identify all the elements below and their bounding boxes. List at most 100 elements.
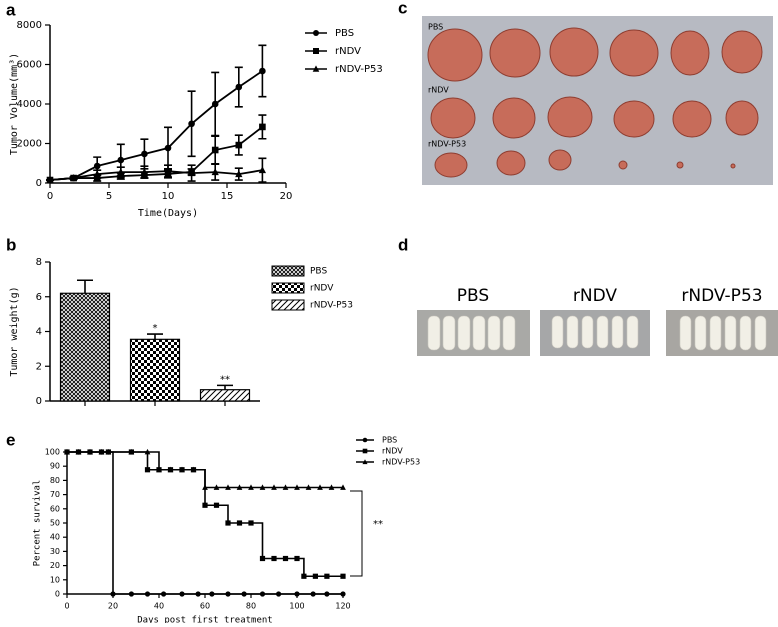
bar xyxy=(59,292,111,402)
y-tick-label: 4000 xyxy=(17,99,42,110)
marker xyxy=(235,83,243,91)
significance-label: ** xyxy=(373,519,383,530)
marker xyxy=(140,168,149,176)
marker xyxy=(167,466,174,473)
y-tick-label: 10 xyxy=(50,575,60,584)
marker xyxy=(211,146,219,154)
marker xyxy=(236,520,243,526)
bar xyxy=(199,389,251,402)
error-bar xyxy=(217,384,233,390)
marker xyxy=(209,591,215,597)
x-axis-label: Days post first treatment xyxy=(137,616,272,624)
y-tick-label: 30 xyxy=(50,547,60,556)
marker xyxy=(282,484,289,490)
marker xyxy=(117,156,125,164)
y-tick-label: 4 xyxy=(36,327,42,338)
panel-letter: c xyxy=(398,0,407,17)
panel-letter: e xyxy=(6,430,15,449)
marker xyxy=(317,484,323,490)
photo-label: rNDV xyxy=(428,86,449,95)
marker xyxy=(202,502,208,508)
legend-label: rNDV xyxy=(310,284,334,294)
marker xyxy=(64,448,70,455)
marker xyxy=(110,591,116,597)
marker xyxy=(179,591,185,597)
legend-marker xyxy=(313,48,319,54)
marker xyxy=(241,591,247,597)
photo-label: PBS xyxy=(457,286,489,306)
marker xyxy=(213,502,220,508)
marker xyxy=(211,100,219,108)
y-tick-label: 6 xyxy=(36,292,42,303)
marker xyxy=(144,467,151,473)
marker xyxy=(235,141,243,149)
legend-swatch xyxy=(271,265,305,277)
x-tick-label: 10 xyxy=(162,191,175,202)
y-axis-label: Tumor Volume(mm³) xyxy=(9,53,20,155)
significance-label: * xyxy=(153,323,158,334)
x-tick-label: 100 xyxy=(289,602,304,611)
y-tick-label: 20 xyxy=(50,561,60,570)
marker xyxy=(259,591,266,597)
marker xyxy=(340,573,346,579)
marker xyxy=(271,484,277,490)
x-axis-label: Time(Days) xyxy=(138,208,198,219)
marker xyxy=(340,591,346,597)
panel-letter: a xyxy=(6,0,16,19)
legend-label: rNDV-P53 xyxy=(382,458,420,467)
marker xyxy=(225,484,231,490)
legend-label: rNDV-P53 xyxy=(310,301,353,311)
marker xyxy=(301,573,307,579)
legend-marker xyxy=(362,448,368,454)
legend-marker xyxy=(313,30,319,36)
legend-label: PBS xyxy=(310,267,327,277)
photo-label: rNDV-P53 xyxy=(681,286,762,306)
x-tick-label: 20 xyxy=(280,191,293,202)
marker xyxy=(87,448,93,455)
x-tick-label: 120 xyxy=(335,602,350,611)
marker xyxy=(179,466,185,473)
marker xyxy=(93,170,101,178)
photo-label: PBS xyxy=(428,23,443,32)
marker xyxy=(276,591,282,597)
marker xyxy=(128,591,134,597)
x-tick-label: 5 xyxy=(106,191,112,202)
marker xyxy=(294,555,300,562)
marker xyxy=(46,176,54,184)
y-tick-label: 0 xyxy=(36,178,42,189)
marker xyxy=(259,67,266,75)
marker xyxy=(128,448,135,455)
marker xyxy=(340,484,346,490)
marker xyxy=(235,170,243,178)
legend-label: PBS xyxy=(382,436,397,445)
marker xyxy=(324,591,330,597)
y-axis-label: Tumor weight(g) xyxy=(9,286,20,376)
marker xyxy=(98,448,105,455)
y-tick-label: 90 xyxy=(50,462,60,471)
marker xyxy=(225,520,231,526)
marker xyxy=(310,591,316,597)
significance-label: ** xyxy=(220,374,230,385)
photo-label: rNDV-P53 xyxy=(428,140,466,149)
marker xyxy=(248,520,254,526)
series-line xyxy=(49,169,263,181)
error-bar xyxy=(147,333,163,340)
marker xyxy=(161,591,167,597)
bar xyxy=(129,338,181,402)
legend-label: rNDV-P53 xyxy=(335,64,383,75)
y-tick-label: 0 xyxy=(36,396,42,407)
marker xyxy=(75,448,82,455)
marker xyxy=(156,466,162,473)
x-tick-label: 20 xyxy=(108,602,118,611)
marker xyxy=(259,123,266,131)
legend-swatch xyxy=(271,299,305,311)
marker xyxy=(294,591,300,597)
marker xyxy=(117,168,125,176)
y-tick-label: 100 xyxy=(45,448,60,457)
legend-marker xyxy=(362,459,368,465)
marker xyxy=(141,150,148,158)
legend-label: PBS xyxy=(335,28,354,39)
marker xyxy=(305,484,312,490)
